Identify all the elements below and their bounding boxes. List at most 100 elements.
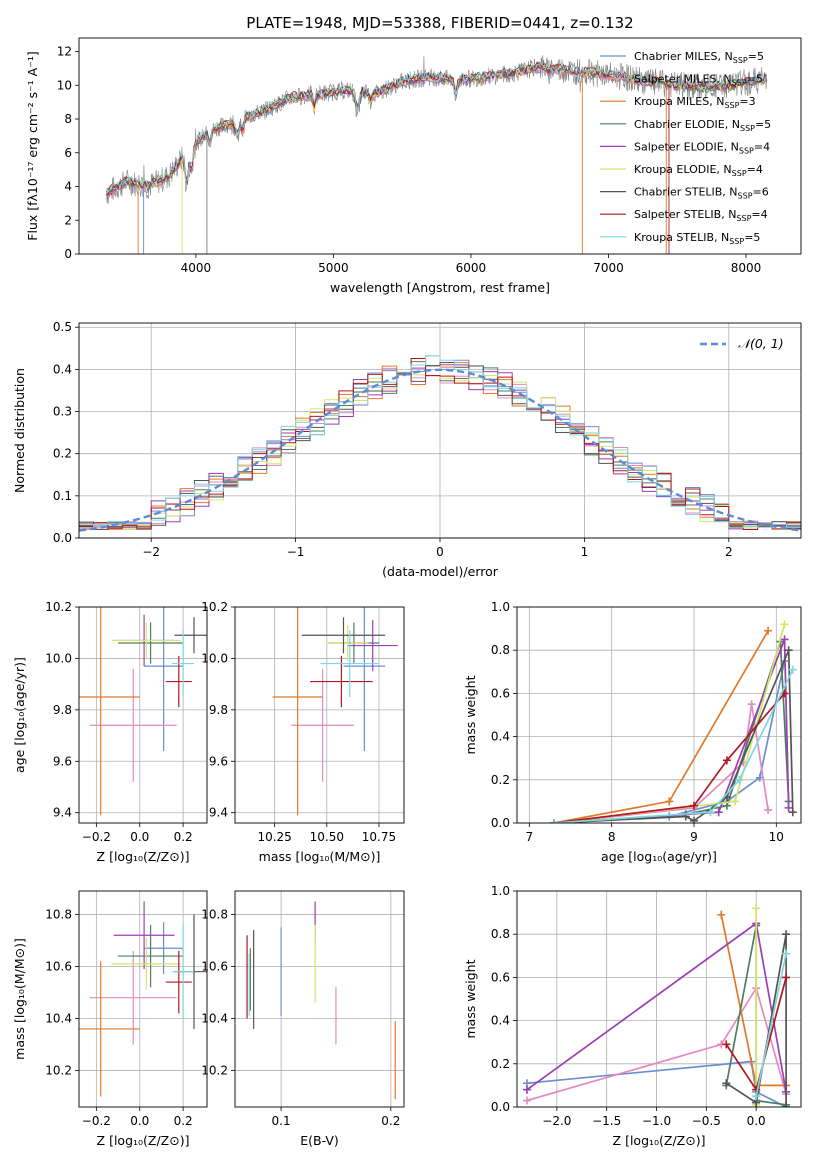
y-tick-label: 9.4 [53, 806, 72, 820]
legend-entry-salpeter-elodie: Salpeter ELODIE, NSSP=4 [634, 140, 770, 155]
weight_vs_age-frame [516, 606, 802, 824]
mass_vs_ebv-axes: 0.1 0.2 10.2 10.4 10.6 10.8 E(B-V) [201, 890, 405, 1148]
y-tick-label: 0.0 [53, 531, 72, 545]
y-tick-label: 0 [64, 247, 72, 261]
errorbar-kroupa-miles [79, 607, 140, 816]
x-tick-label: −0.2 [82, 1114, 111, 1128]
weight-series-kroupa-stelib [752, 949, 791, 1101]
y-axis-label: age [log₁₀(age/yr)] [12, 657, 27, 773]
y-tick-label: 0.5 [53, 320, 72, 334]
model-spectrum-chabrier-stelib [106, 61, 767, 193]
weight-marker [722, 756, 731, 765]
y-axis-label: mass weight [463, 959, 478, 1038]
legend-entry-normal: 𝒩(0, 1) [738, 336, 784, 351]
mass_vs_Z-frame [78, 890, 208, 1108]
y-tick-label: 0.4 [491, 730, 510, 744]
x-tick-label: −1.0 [642, 1114, 671, 1128]
weight-marker [665, 797, 674, 806]
y-tick-label: 0.4 [53, 362, 72, 376]
y-tick-label: 10.6 [45, 959, 72, 973]
errorbar-kroupa-stelib [172, 924, 194, 1019]
errorbar-kroupa-miles [79, 961, 140, 1097]
errorbar-salpeter-miles [89, 668, 177, 782]
x-tick-label: −0.5 [692, 1114, 721, 1128]
x-axis-label: Z [log₁₀(Z/Z⊙)] [97, 1133, 190, 1148]
mass_vs_Z-grid [79, 891, 207, 1107]
mass_vs_Z-plot-area [79, 901, 207, 1097]
spectrum-axes: 4000 5000 6000 7000 8000 0 2 4 6 8 10 12 wavelength … [25, 37, 802, 295]
x-tick-label: 5000 [318, 261, 349, 275]
x-tick-label: 0.0 [130, 1114, 149, 1128]
x-tick-label: −0.2 [82, 830, 111, 844]
y-tick-label: 0.2 [491, 1057, 510, 1071]
y-axis-label: mass [log₁₀(M/M⊙)] [12, 938, 27, 1060]
x-tick-label: 7 [526, 830, 534, 844]
age_vs_mass-plot-area [272, 607, 398, 816]
y-tick-label: 10.0 [201, 651, 228, 665]
weight-marker [722, 1040, 731, 1049]
y-tick-label: 10.8 [45, 907, 72, 921]
x-tick-label: 8000 [731, 261, 762, 275]
y-tick-label: 2 [64, 213, 72, 227]
x-tick-label: 9 [690, 830, 698, 844]
weight-marker [782, 949, 791, 958]
weight-series-salpeter-miles [550, 700, 773, 823]
age_vs_mass-axes: 10.25 10.50 10.75 9.4 9.6 9.8 10.0 10.2 mass [lo… [201, 600, 405, 864]
errorbar-chabrier-elodie [118, 924, 184, 988]
errorbar-kroupa-elodie [326, 625, 369, 661]
x-tick-label: 8 [608, 830, 616, 844]
x-axis-label: wavelength [Angstrom, rest frame] [330, 280, 550, 295]
weight-marker [747, 700, 756, 709]
observed-spectrum-line [106, 55, 767, 204]
x-axis-label: (data-model)/error [382, 564, 499, 579]
residuals-plot-area [79, 355, 801, 538]
x-tick-label: 10.50 [310, 830, 344, 844]
weight-marker [784, 803, 793, 812]
weight-marker [550, 819, 559, 823]
weight-marker [714, 808, 723, 817]
errorbar-kroupa-stelib [172, 630, 194, 697]
weight-marker [689, 801, 698, 810]
y-tick-label: 10.2 [201, 1064, 228, 1078]
y-tick-label: 6 [64, 146, 72, 160]
legend-entry-kroupa-stelib: Kroupa STELIB, NSSP=5 [634, 231, 760, 246]
weight-marker [752, 1092, 761, 1101]
x-tick-label: 0.2 [174, 1114, 193, 1128]
x-tick-label: 4000 [181, 261, 212, 275]
age_vs_mass-frame [234, 606, 405, 824]
x-tick-label: 0.0 [747, 1114, 766, 1128]
errorbar-salpeter-stelib [165, 950, 192, 1014]
figure-title: PLATE=1948, MJD=53388, FIBERID=0441, z=0… [246, 14, 633, 32]
weight-marker [706, 808, 715, 817]
errorbar-salpeter-elodie [113, 901, 175, 970]
x-tick-label: 0.0 [130, 830, 149, 844]
model-spectrum-salpeter-stelib [106, 61, 767, 195]
mass_vs_ebv-grid [235, 891, 404, 1107]
x-tick-label: 7000 [593, 261, 624, 275]
errorbar-kroupa-miles [272, 607, 323, 816]
y-tick-label: 10.0 [45, 651, 72, 665]
y-tick-label: 10.2 [45, 600, 72, 614]
x-axis-label: age [log₁₀(age/yr)] [601, 849, 717, 864]
weight-marker [788, 665, 797, 674]
age_vs_mass-grid [235, 606, 404, 823]
y-tick-label: 10.2 [201, 600, 228, 614]
mass_vs_ebv-frame [234, 890, 405, 1108]
spectrum-plot-area [106, 55, 767, 254]
x-tick-label: 10.75 [362, 830, 396, 844]
spectrum-frame [78, 37, 802, 255]
y-tick-label: 0.3 [53, 405, 72, 419]
x-tick-label: 1 [581, 545, 589, 559]
errorbar-salpeter-elodie [347, 619, 398, 672]
residual-histogram-salpeter-stelib [79, 357, 801, 538]
y-axis-label: Flux [fλ10⁻¹⁷ erg cm⁻² s⁻¹ A⁻¹] [25, 51, 40, 240]
weight-marker [752, 904, 761, 913]
legend-entry-chabrier-stelib: Chabrier STELIB, NSSP=6 [634, 186, 769, 201]
x-tick-label: 10.25 [257, 830, 291, 844]
weight-series-kroupa-miles [550, 626, 773, 823]
weight_vs_Z-plot-area [522, 904, 791, 1107]
errorbar-kroupa-elodie [111, 622, 181, 659]
residuals-axes: −2 −1 0 1 2 0.0 0.1 0.2 0.3 0.4 0.5 (data-model)/er… [12, 320, 802, 579]
y-tick-label: 12 [57, 45, 72, 59]
x-tick-label: 0.2 [381, 1114, 400, 1128]
